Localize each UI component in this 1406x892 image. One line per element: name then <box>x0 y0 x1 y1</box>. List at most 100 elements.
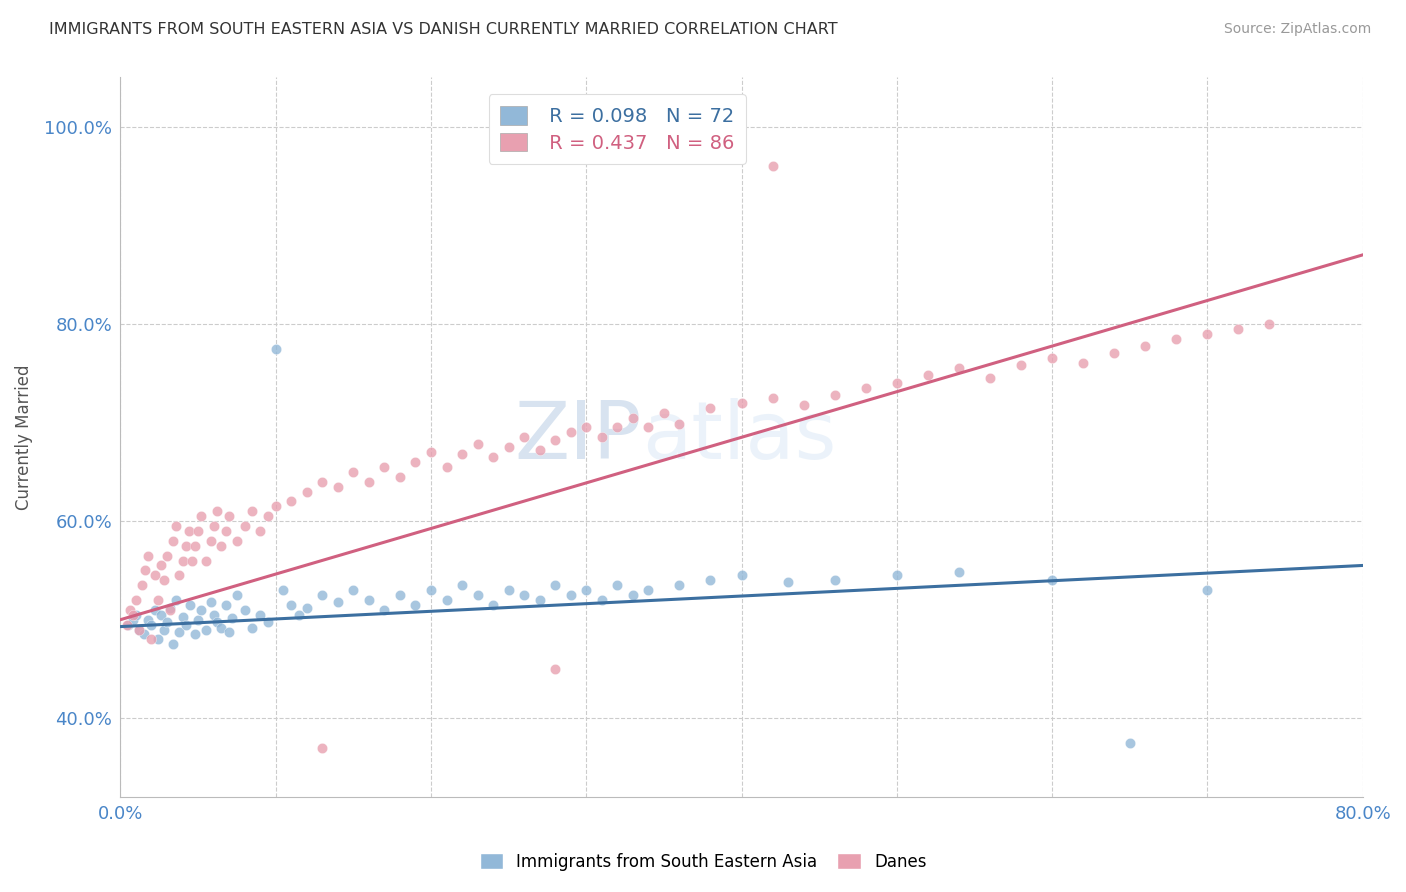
Point <box>138 613 160 627</box>
Point <box>855 381 877 395</box>
Point <box>121 607 143 622</box>
Point <box>125 593 148 607</box>
Point <box>606 578 628 592</box>
Point <box>143 603 166 617</box>
Point <box>357 475 380 489</box>
Point <box>280 598 302 612</box>
Point <box>162 637 184 651</box>
Point <box>513 430 536 444</box>
Legend:  R = 0.098   N = 72,  R = 0.437   N = 86: R = 0.098 N = 72, R = 0.437 N = 86 <box>488 95 747 164</box>
Point <box>141 617 163 632</box>
Point <box>591 430 613 444</box>
Point <box>388 469 411 483</box>
Point <box>373 603 395 617</box>
Point <box>121 613 143 627</box>
Point <box>187 613 209 627</box>
Point <box>621 588 644 602</box>
Point <box>948 361 970 376</box>
Point <box>575 583 598 598</box>
Point <box>202 607 225 622</box>
Point <box>115 617 138 632</box>
Point <box>242 621 264 635</box>
Point <box>184 539 207 553</box>
Point <box>544 434 567 448</box>
Point <box>544 578 567 592</box>
Point <box>591 593 613 607</box>
Point <box>1102 346 1125 360</box>
Point <box>125 607 148 622</box>
Point <box>146 593 169 607</box>
Point <box>482 450 505 464</box>
Point <box>128 623 150 637</box>
Point <box>668 417 690 432</box>
Point <box>824 388 846 402</box>
Point <box>1010 359 1032 373</box>
Point <box>257 509 280 524</box>
Point <box>513 588 536 602</box>
Point <box>699 401 721 415</box>
Point <box>652 406 675 420</box>
Point <box>637 583 659 598</box>
Point <box>342 583 364 598</box>
Point <box>1258 317 1281 331</box>
Point <box>146 632 169 647</box>
Point <box>200 595 222 609</box>
Point <box>606 420 628 434</box>
Point <box>948 566 970 580</box>
Point <box>295 484 318 499</box>
Point <box>529 593 551 607</box>
Point <box>205 615 228 629</box>
Point <box>326 480 349 494</box>
Point <box>886 568 908 582</box>
Point <box>436 593 458 607</box>
Point <box>225 533 247 548</box>
Point <box>209 621 232 635</box>
Point <box>730 568 752 582</box>
Point <box>404 598 426 612</box>
Point <box>169 624 191 639</box>
Y-axis label: Currently Married: Currently Married <box>15 365 32 510</box>
Point <box>498 440 520 454</box>
Point <box>172 609 194 624</box>
Point <box>761 391 783 405</box>
Point <box>249 607 271 622</box>
Point <box>233 603 256 617</box>
Text: IMMIGRANTS FROM SOUTH EASTERN ASIA VS DANISH CURRENTLY MARRIED CORRELATION CHART: IMMIGRANTS FROM SOUTH EASTERN ASIA VS DA… <box>49 22 838 37</box>
Point <box>280 494 302 508</box>
Text: ZIP: ZIP <box>515 399 643 476</box>
Point <box>730 396 752 410</box>
Point <box>373 459 395 474</box>
Point <box>288 607 311 622</box>
Legend: Immigrants from South Eastern Asia, Danes: Immigrants from South Eastern Asia, Dane… <box>471 845 935 880</box>
Point <box>529 443 551 458</box>
Point <box>205 504 228 518</box>
Point <box>295 600 318 615</box>
Point <box>482 598 505 612</box>
Point <box>190 603 212 617</box>
Point <box>159 603 181 617</box>
Point <box>1197 583 1219 598</box>
Point <box>467 437 489 451</box>
Point <box>172 553 194 567</box>
Point <box>165 519 187 533</box>
Point <box>544 662 567 676</box>
Point <box>451 447 474 461</box>
Point <box>778 575 800 590</box>
Point <box>357 593 380 607</box>
Point <box>436 459 458 474</box>
Point <box>132 627 155 641</box>
Point <box>200 533 222 548</box>
Point <box>169 568 191 582</box>
Point <box>1071 356 1094 370</box>
Point <box>159 600 181 615</box>
Point <box>1040 574 1063 588</box>
Point <box>264 342 287 356</box>
Point <box>190 509 212 524</box>
Point <box>311 475 333 489</box>
Point <box>187 524 209 538</box>
Point <box>194 553 217 567</box>
Point <box>1118 736 1140 750</box>
Point <box>174 617 197 632</box>
Point <box>326 595 349 609</box>
Point <box>202 519 225 533</box>
